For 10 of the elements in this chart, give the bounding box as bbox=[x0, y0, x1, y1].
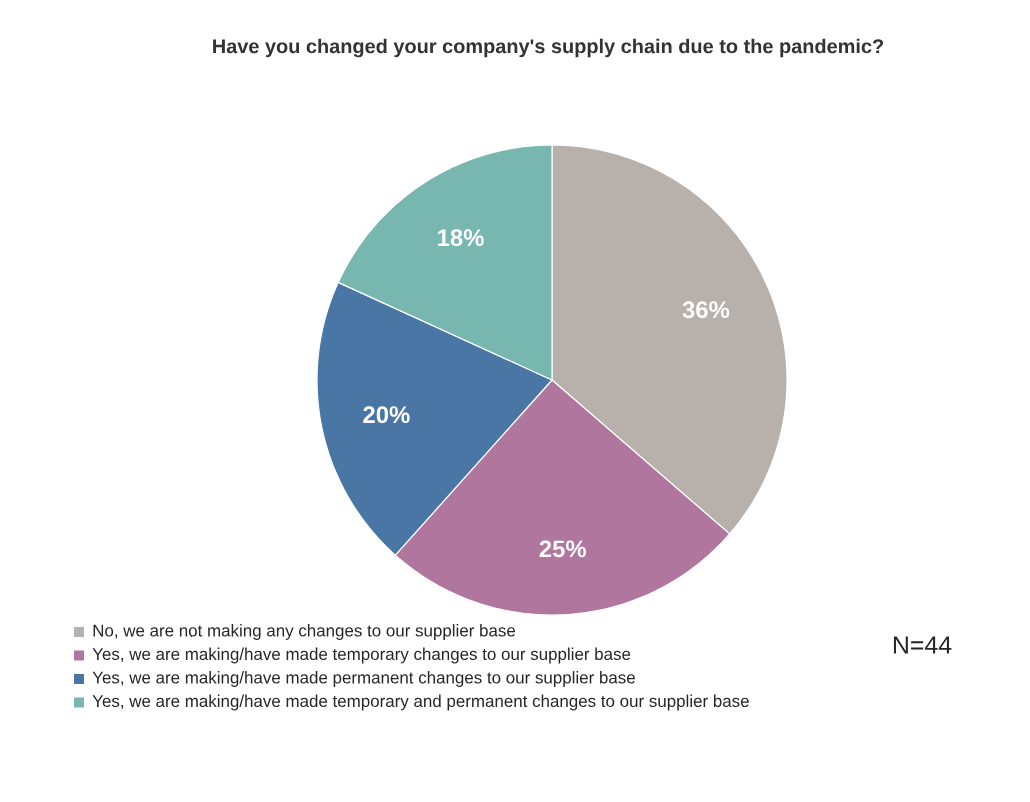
chart-title: Have you changed your company's supply chain due to the pandemic? bbox=[213, 38, 884, 58]
legend-label: Yes, we are making/have made temporary changes to our supplier base bbox=[92, 647, 631, 664]
data-label: 25% bbox=[539, 540, 587, 558]
text: N=44 bbox=[893, 636, 952, 654]
data-label: 18% bbox=[438, 229, 484, 247]
legend-label: No, we are not making any changes to our supplier base bbox=[93, 624, 516, 640]
data-label: 36% bbox=[682, 301, 730, 319]
legend-label: Yes, we are making/have made permanent changes to our supplier base bbox=[92, 671, 635, 687]
legend-label: Yes, we are making/have made temporary and permanent changes to our supplier base bbox=[92, 694, 749, 711]
data-label: 20% bbox=[363, 406, 410, 424]
